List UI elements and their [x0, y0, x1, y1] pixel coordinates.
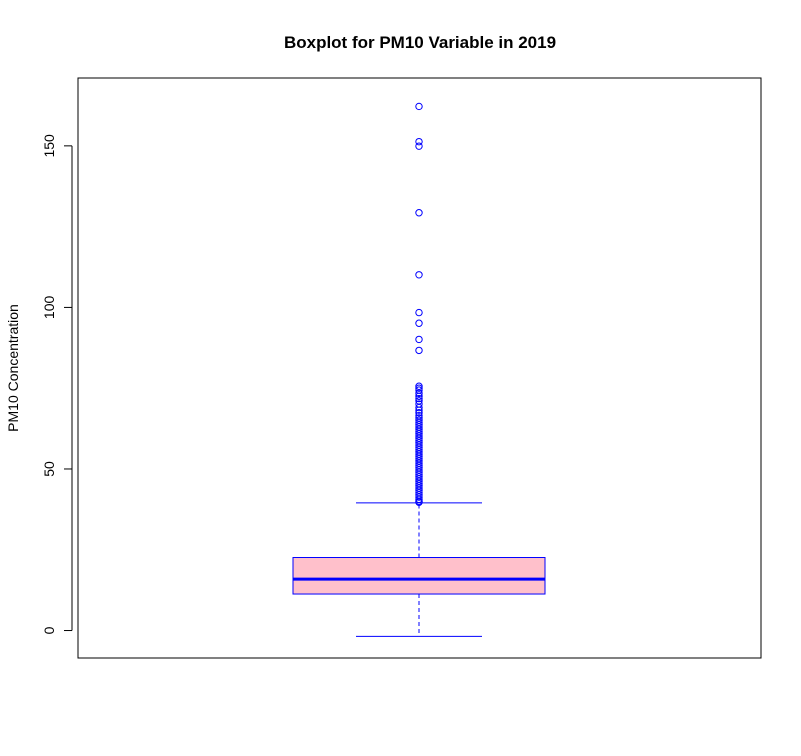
- box-group: [292, 502, 546, 637]
- outlier-point: [415, 389, 423, 398]
- outlier-point: [415, 319, 423, 327]
- outlier-point: [415, 335, 423, 344]
- outlier-point: [415, 384, 423, 392]
- outlier-point: [415, 406, 423, 414]
- y-tick-label: 50: [41, 461, 57, 477]
- y-tick-label: 150: [41, 134, 57, 158]
- outlier-point: [415, 392, 423, 400]
- outlier-point: [415, 137, 423, 146]
- outlier-point: [415, 495, 423, 504]
- outlier-point: [415, 308, 423, 317]
- plot-frame: [77, 77, 762, 659]
- outlier-point: [415, 271, 423, 279]
- chart-title: Boxplot for PM10 Variable in 2019: [284, 33, 556, 52]
- outlier-point: [415, 403, 423, 412]
- outlier-point: [415, 209, 423, 217]
- outlier-point: [415, 493, 423, 501]
- y-axis-label: PM10 Concentration: [5, 304, 21, 432]
- y-tick-label: 100: [41, 296, 57, 320]
- outlier-point: [415, 394, 423, 403]
- outlier-point: [415, 102, 423, 111]
- outlier-point: [415, 382, 423, 390]
- outlier-point: [415, 498, 423, 506]
- outlier-group: [415, 102, 423, 506]
- outlier-point: [415, 346, 423, 355]
- outlier-point: [415, 409, 423, 417]
- iqr-box: [292, 557, 546, 595]
- y-tick-label: 0: [41, 626, 57, 634]
- outlier-point: [415, 142, 423, 150]
- y-axis: 0 50 100 150: [41, 134, 73, 634]
